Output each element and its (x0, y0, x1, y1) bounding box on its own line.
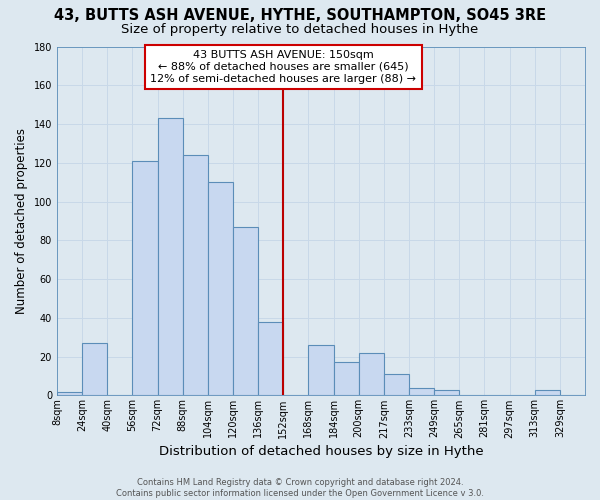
Bar (82, 343, 107, 396)
Bar (434, 390, 459, 396)
Bar (208, 182, 233, 396)
Bar (182, 155, 208, 396)
Y-axis label: Number of detached properties: Number of detached properties (15, 128, 28, 314)
Bar (57, 392, 82, 396)
Bar (535, 390, 560, 396)
Bar (133, 161, 158, 396)
Bar (334, 362, 359, 396)
Text: 43, BUTTS ASH AVENUE, HYTHE, SOUTHAMPTON, SO45 3RE: 43, BUTTS ASH AVENUE, HYTHE, SOUTHAMPTON… (54, 8, 546, 22)
Text: Contains HM Land Registry data © Crown copyright and database right 2024.
Contai: Contains HM Land Registry data © Crown c… (116, 478, 484, 498)
Bar (308, 345, 334, 396)
Bar (409, 388, 434, 396)
Text: Size of property relative to detached houses in Hythe: Size of property relative to detached ho… (121, 22, 479, 36)
Bar (359, 353, 384, 396)
Bar (258, 322, 283, 396)
Bar (158, 118, 182, 396)
Text: 43 BUTTS ASH AVENUE: 150sqm
← 88% of detached houses are smaller (645)
12% of se: 43 BUTTS ASH AVENUE: 150sqm ← 88% of det… (150, 50, 416, 84)
Bar (384, 374, 409, 396)
X-axis label: Distribution of detached houses by size in Hythe: Distribution of detached houses by size … (158, 444, 483, 458)
Bar (233, 227, 258, 396)
